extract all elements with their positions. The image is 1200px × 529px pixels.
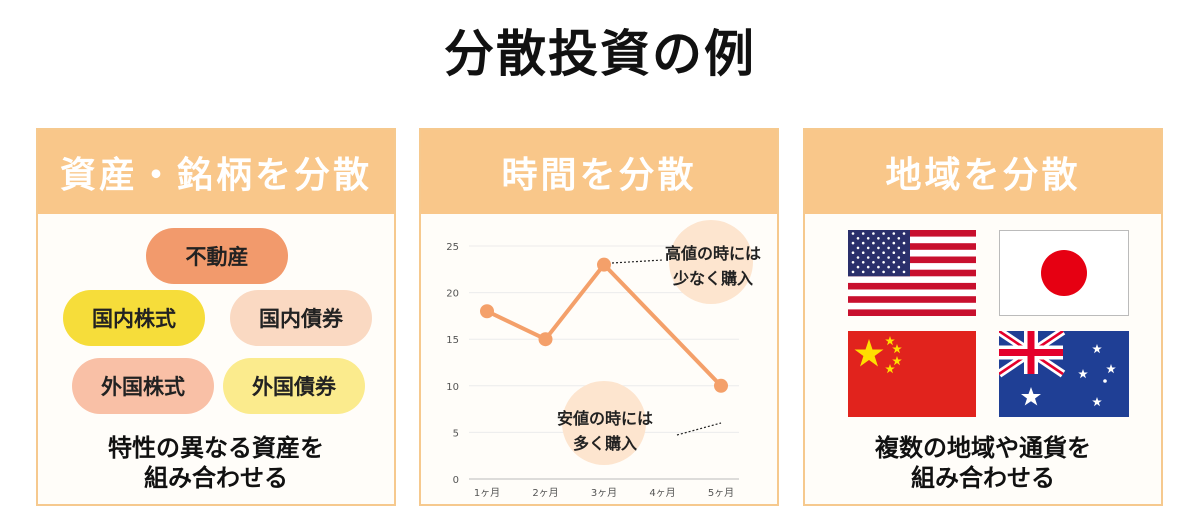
low-connector (676, 422, 722, 436)
region-panel: 地域を分散 (803, 128, 1163, 506)
data-point (597, 257, 611, 272)
australia-flag (999, 331, 1129, 417)
us-flag-star (882, 251, 885, 254)
us-flag-star (861, 232, 865, 235)
pill-foreign-bond: 外国債券 (223, 358, 365, 414)
time-panel-header: 時間を分散 (421, 130, 777, 214)
us-flag-star (897, 265, 901, 269)
high-annotation-line2: 少なく購入 (672, 269, 753, 288)
region-panel-header: 地域を分散 (805, 130, 1161, 214)
us-flag-star (892, 270, 896, 274)
us-flag (848, 230, 976, 316)
high-connector (611, 259, 664, 264)
us-flag-star (872, 251, 875, 254)
page-title: 分散投資の例 (444, 25, 756, 83)
us-flag-star (887, 265, 890, 269)
pill-domestic-stock: 国内株式 (63, 290, 205, 346)
data-point (480, 304, 494, 319)
us-flag-star (897, 237, 901, 240)
us-flag-star (877, 256, 880, 259)
us-flag-star (856, 237, 860, 240)
us-flag-star (866, 237, 870, 240)
us-flag-star (856, 265, 860, 269)
x-tick-label: 2ヶ月 (532, 487, 558, 499)
high-bubble (669, 220, 753, 304)
y-tick-label: 25 (446, 242, 459, 253)
time-panel: 時間を分散 0 5 10 15 20 25 1ヶ月 2ヶ月 3ヶ月 4ヶ月 5ヶ月 高値の時には 少… (419, 128, 779, 506)
x-tick-label: 4ヶ月 (649, 487, 675, 499)
us-flag-star (897, 246, 901, 250)
us-flag-star (866, 265, 870, 269)
low-annotation-line2: 多く購入 (573, 434, 637, 453)
y-tick-label: 10 (446, 382, 459, 393)
us-flag-star (877, 265, 880, 269)
us-flag-star (882, 270, 885, 274)
us-flag-star (902, 232, 906, 235)
us-flag-star (856, 246, 860, 250)
us-flag-star (902, 251, 906, 254)
pill-foreign-stock: 外国株式 (72, 358, 214, 414)
low-annotation-line1: 安値の時には (557, 409, 653, 428)
pill-domestic-bond: 国内債券 (230, 290, 372, 346)
us-flag-star (872, 261, 875, 264)
us-flag-star (902, 241, 906, 245)
us-flag-star (882, 232, 885, 235)
us-flag-star (861, 261, 865, 264)
us-flag-star (861, 241, 865, 245)
us-flag-star (851, 261, 855, 264)
assets-caption-line2: 組み合わせる (144, 464, 288, 492)
low-bubble (562, 381, 646, 465)
assets-panel-header: 資産・銘柄を分散 (38, 130, 394, 214)
high-annotation-line1: 高値の時には (665, 244, 761, 263)
us-flag-star (882, 241, 885, 245)
us-flag-star (887, 237, 890, 240)
us-flag-star (851, 270, 855, 274)
us-flag-star (856, 256, 860, 259)
us-flag-star (866, 256, 870, 259)
us-flag-star (887, 256, 890, 259)
us-flag-star (882, 261, 885, 264)
region-caption: 複数の地域や通貨を 組み合わせる (805, 433, 1161, 493)
assets-caption-line1: 特性の異なる資産を (108, 434, 324, 462)
data-point (538, 332, 553, 347)
x-tick-label: 1ヶ月 (474, 487, 500, 499)
us-flag-star (902, 261, 906, 264)
us-flag-star (887, 246, 890, 250)
x-tick-label: 3ヶ月 (591, 487, 617, 499)
region-caption-line1: 複数の地域や通貨を (875, 434, 1091, 462)
us-flag-star (892, 241, 896, 245)
us-flag-star (861, 270, 865, 274)
time-chart: 0 5 10 15 20 25 1ヶ月 2ヶ月 3ヶ月 4ヶ月 5ヶ月 高値の時には 少なく購入 安… (446, 220, 761, 499)
assets-panel: 資産・銘柄を分散 不動産 国内株式 国内債券 外国株式 外国債券 特性の異なる資… (36, 128, 396, 506)
us-flag-star (897, 256, 901, 259)
us-flag-star (851, 251, 855, 254)
pill-real-estate: 不動産 (146, 228, 288, 284)
china-flag (848, 331, 976, 417)
us-flag-star (861, 251, 865, 254)
us-flag-star (872, 232, 875, 235)
us-flag-star (877, 246, 880, 250)
japan-flag (999, 230, 1129, 316)
us-flag-star (892, 251, 896, 254)
y-tick-label: 0 (453, 475, 459, 486)
us-flag-star (851, 232, 855, 235)
us-flag-star (851, 241, 855, 245)
region-caption-line2: 組み合わせる (911, 464, 1055, 492)
us-flag-star (872, 241, 875, 245)
us-flag-star (866, 246, 870, 250)
us-flag-star (892, 232, 896, 235)
us-flag-star (902, 270, 906, 274)
y-tick-label: 20 (446, 289, 459, 300)
y-tick-label: 15 (446, 335, 459, 346)
y-tick-label: 5 (453, 428, 459, 439)
us-flag-star (877, 237, 880, 240)
x-tick-label: 5ヶ月 (708, 487, 734, 499)
us-flag-star (892, 261, 896, 264)
us-flag-star (872, 270, 875, 274)
series-line (486, 262, 723, 388)
data-point (714, 378, 728, 393)
assets-caption: 特性の異なる資産を 組み合わせる (38, 433, 394, 493)
